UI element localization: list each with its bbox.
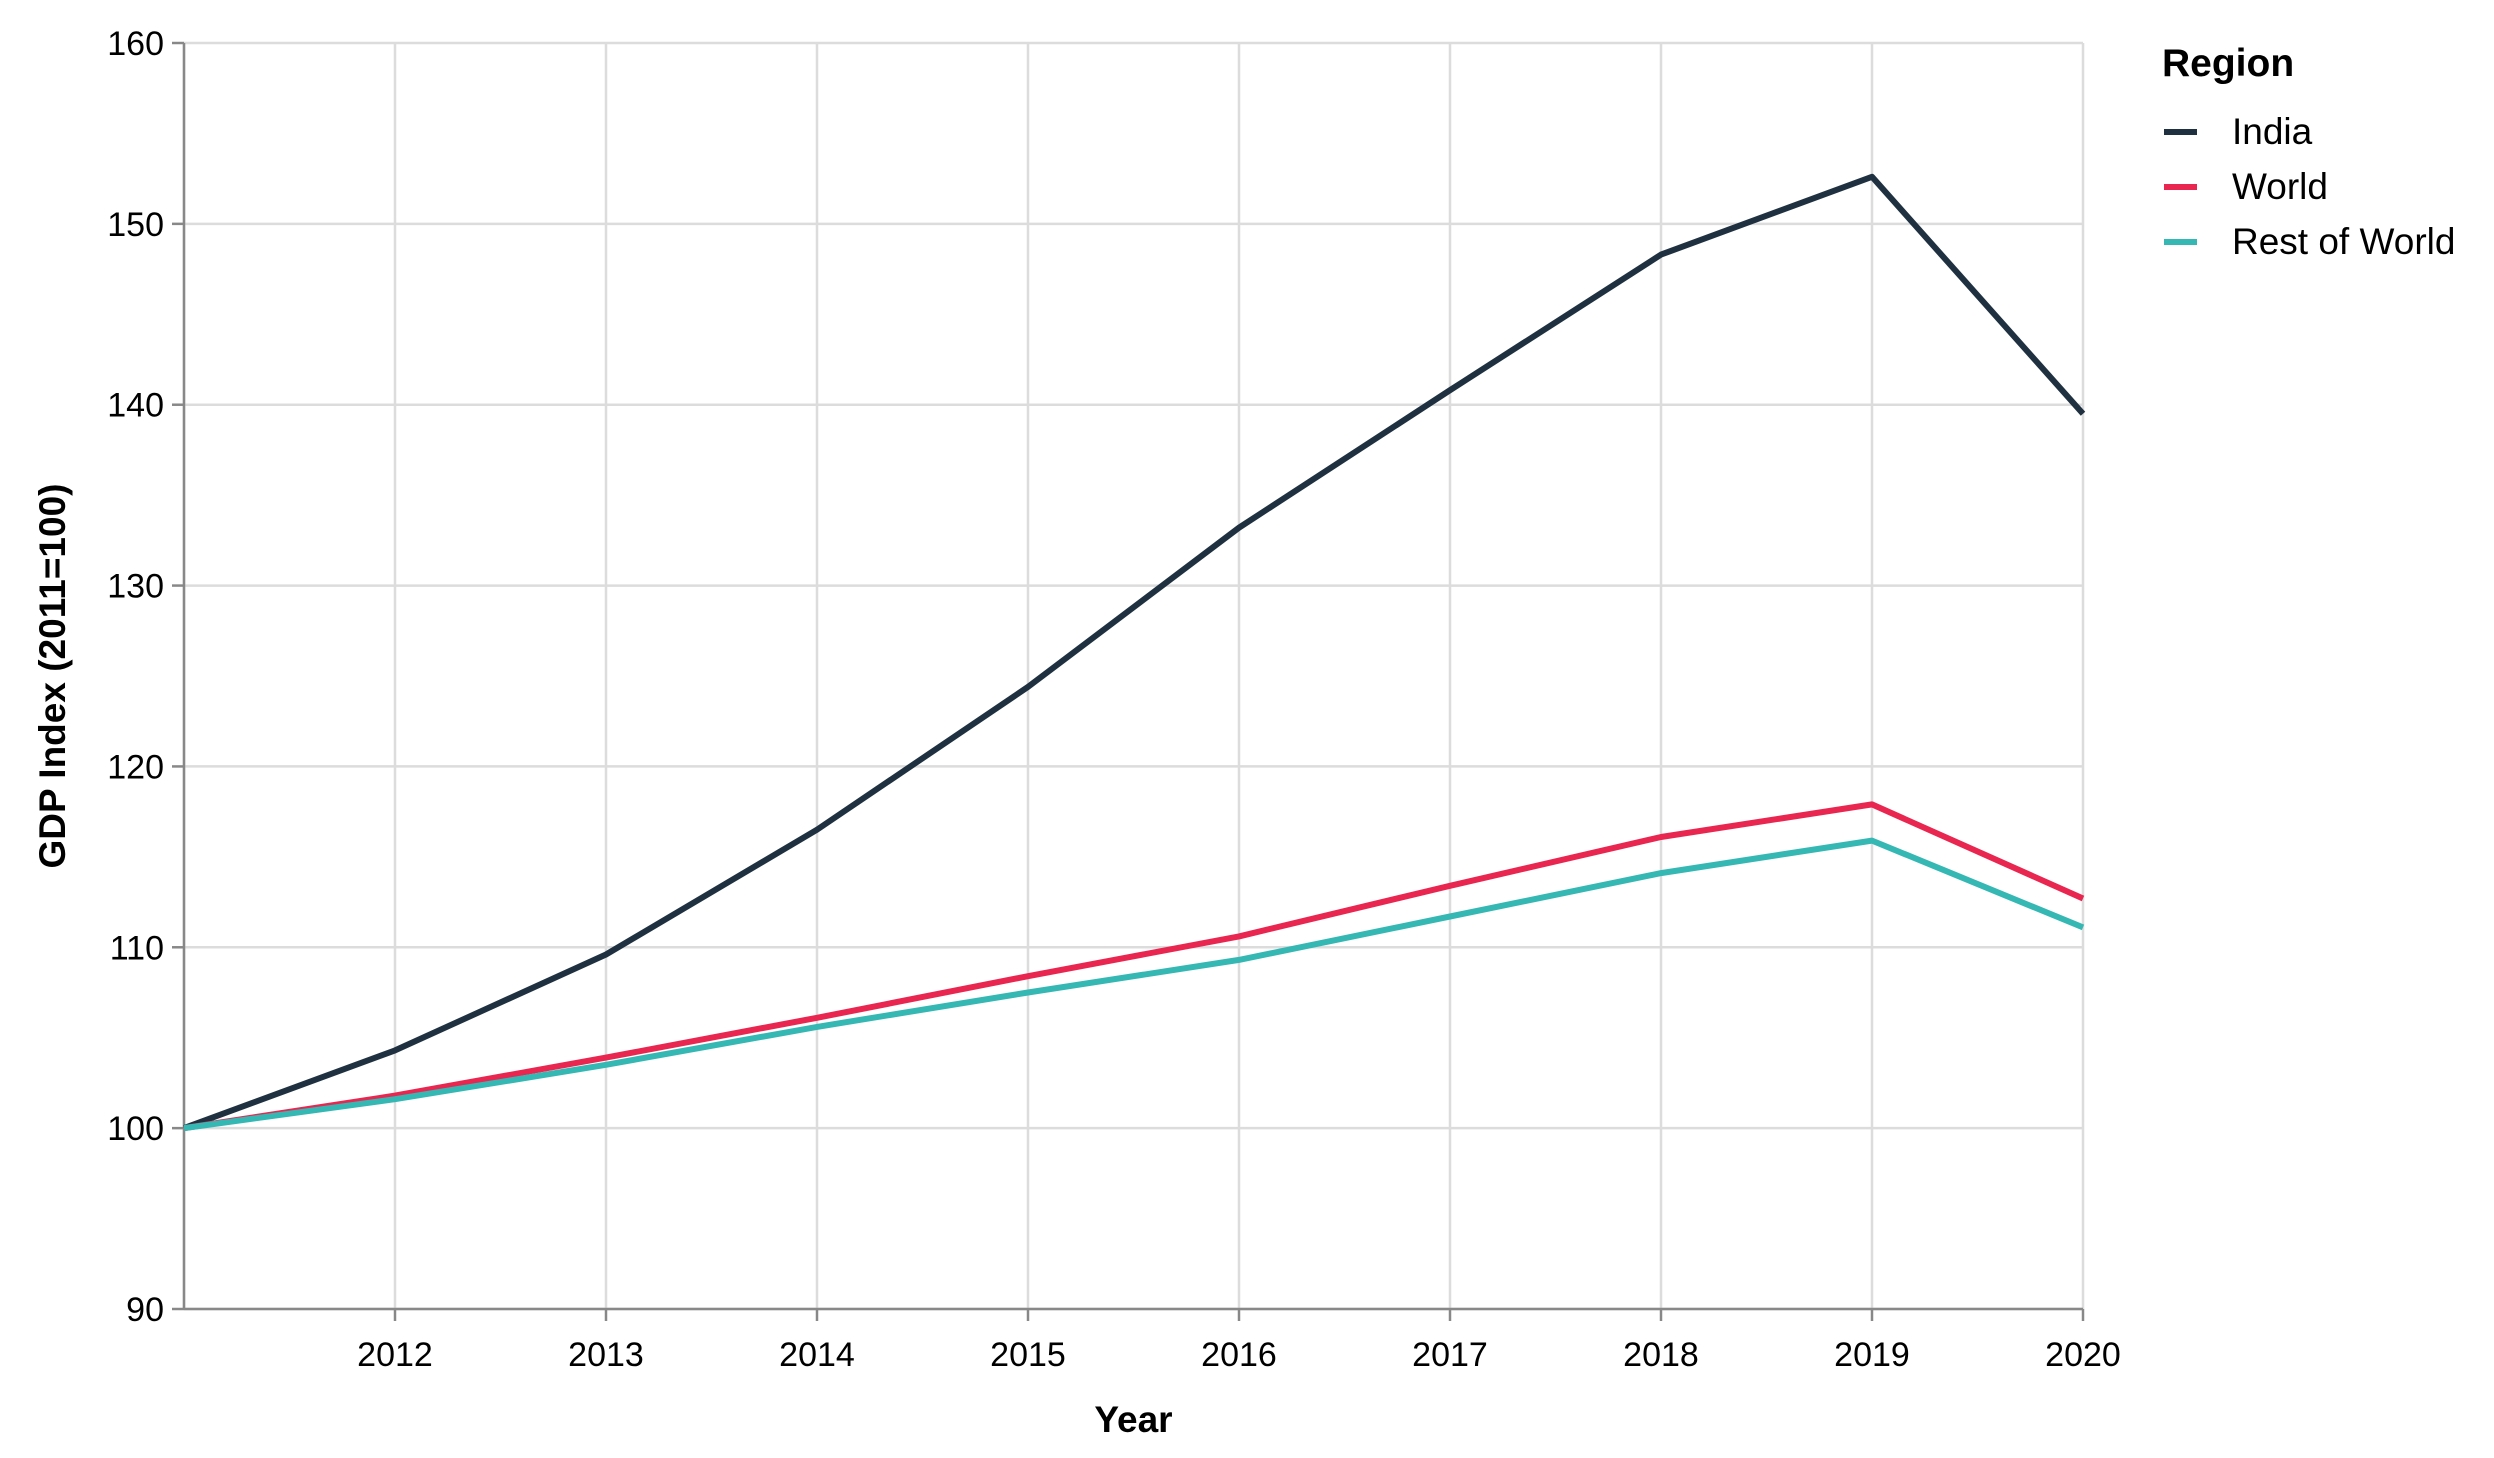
y-tick-label: 160 xyxy=(107,25,164,63)
axes: 90 100 110 120 130 140 150 160 2012 2013 2014 2015 2… xyxy=(107,25,2121,1374)
y-tick-label: 90 xyxy=(126,1291,164,1329)
x-tick-label: 2020 xyxy=(2045,1336,2121,1374)
y-tick-label: 150 xyxy=(107,206,164,244)
x-tick-label: 2015 xyxy=(990,1336,1066,1374)
y-tick-label: 140 xyxy=(107,387,164,425)
series-line-rest-of-world xyxy=(183,837,2085,1132)
x-tick-label: 2014 xyxy=(779,1336,855,1374)
y-axis-title: GDP Index (2011=100) xyxy=(32,484,73,869)
grid xyxy=(182,41,2085,1311)
x-tick-label: 2019 xyxy=(1834,1336,1910,1374)
y-tick-label: 110 xyxy=(110,929,164,967)
y-tick-label: 120 xyxy=(107,748,164,786)
series-line-world xyxy=(183,801,2085,1132)
x-tick-label: 2013 xyxy=(568,1336,644,1374)
legend-label: Rest of World xyxy=(2232,221,2455,262)
y-tick-label: 100 xyxy=(107,1110,164,1148)
series-line-india xyxy=(182,173,2086,1131)
legend-title: Region xyxy=(2162,42,2294,85)
y-tick-label: 130 xyxy=(107,568,164,606)
x-tick-label: 2018 xyxy=(1623,1336,1699,1374)
x-axis-title: Year xyxy=(1094,1399,1172,1440)
legend-label: India xyxy=(2232,111,2313,152)
legend-label: World xyxy=(2232,166,2328,207)
x-tick-label: 2012 xyxy=(357,1336,433,1374)
series-lines xyxy=(182,173,2086,1132)
x-tick-label: 2017 xyxy=(1412,1336,1488,1374)
axis-labels: Year GDP Index (2011=100) xyxy=(32,484,1173,1440)
x-tick-label: 2016 xyxy=(1201,1336,1277,1374)
legend: Region India World Rest of World xyxy=(2162,42,2455,262)
